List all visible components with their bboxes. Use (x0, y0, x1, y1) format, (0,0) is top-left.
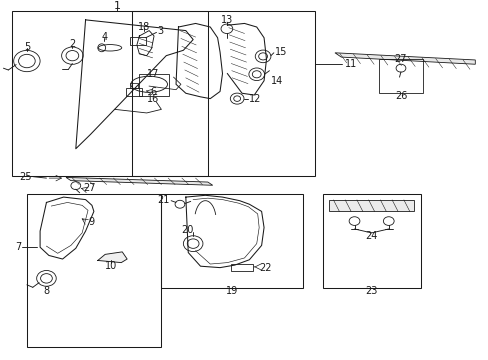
Bar (328, 200, 413, 211)
Text: 27: 27 (394, 54, 407, 64)
Text: 16: 16 (146, 94, 159, 104)
Text: 21: 21 (157, 195, 169, 205)
Text: 18: 18 (138, 22, 150, 32)
Text: 22: 22 (259, 263, 271, 273)
Text: 2: 2 (69, 39, 75, 49)
Polygon shape (66, 177, 212, 185)
Bar (322, 194, 420, 288)
Text: 12: 12 (249, 94, 261, 104)
Text: 3: 3 (157, 26, 163, 36)
Text: 10: 10 (105, 261, 118, 271)
Text: 13: 13 (220, 15, 233, 25)
Bar (378, 59, 422, 93)
Text: 6: 6 (150, 87, 157, 97)
Bar (132, 11, 315, 176)
Text: 20: 20 (181, 225, 193, 235)
Bar (161, 194, 303, 288)
Text: 1: 1 (114, 1, 121, 11)
Text: 9: 9 (88, 217, 94, 227)
Text: 4: 4 (101, 32, 107, 42)
Bar (231, 264, 252, 271)
Polygon shape (334, 53, 474, 64)
Polygon shape (98, 252, 127, 262)
Bar (130, 83, 138, 88)
Bar (139, 74, 168, 96)
Bar (27, 194, 161, 347)
Text: 23: 23 (365, 286, 377, 296)
Text: 7: 7 (15, 242, 21, 252)
Text: 25: 25 (19, 172, 32, 182)
Text: 5: 5 (24, 42, 30, 52)
Text: 27: 27 (83, 184, 96, 193)
Text: 8: 8 (43, 286, 49, 296)
Text: 24: 24 (365, 231, 377, 242)
Text: 11: 11 (344, 59, 356, 69)
Bar (12, 11, 207, 176)
Text: 19: 19 (225, 286, 238, 296)
Text: 17: 17 (146, 68, 159, 78)
Text: 14: 14 (271, 76, 283, 86)
Text: 15: 15 (275, 47, 287, 57)
Bar (130, 37, 145, 45)
Text: 26: 26 (394, 91, 407, 101)
Bar (126, 88, 142, 96)
